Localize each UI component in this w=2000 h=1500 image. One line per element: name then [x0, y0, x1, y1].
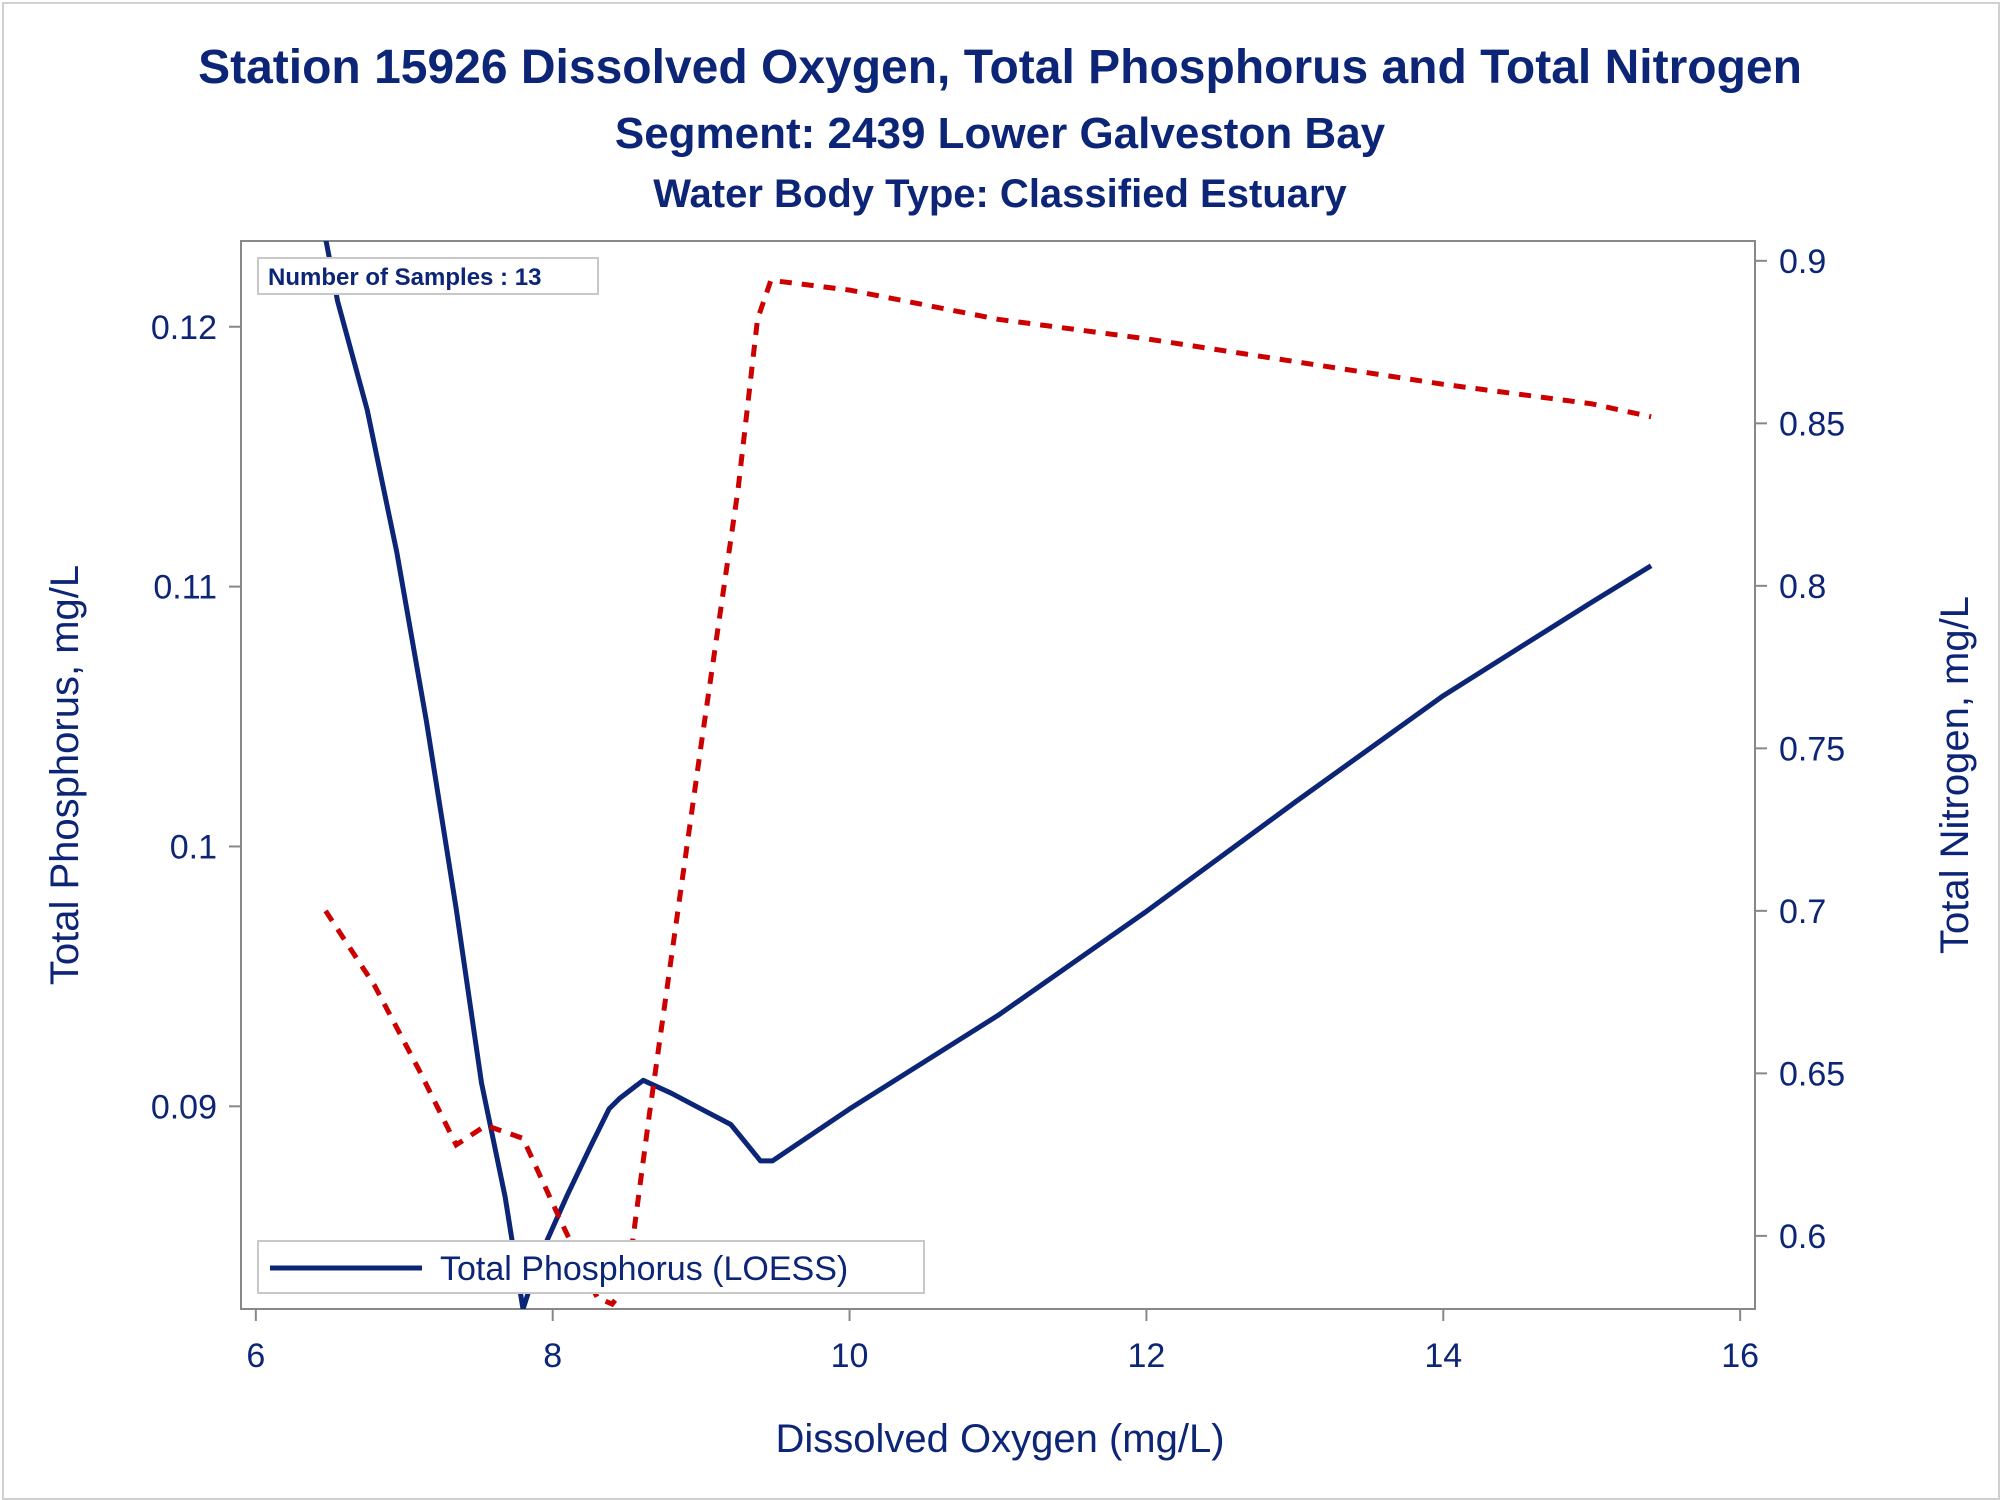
y2-tick-label: 0.65	[1779, 1055, 1845, 1093]
series-line-phosphorus	[323, 241, 1653, 1309]
y-tick-label: 0.1	[170, 828, 217, 866]
x-axis-label: Dissolved Oxygen (mg/L)	[775, 1417, 1224, 1461]
y2-tick-label: 0.6	[1779, 1218, 1826, 1256]
legend: Total Phosphorus (LOESS)	[257, 1240, 925, 1294]
x-tick-label: 12	[1128, 1337, 1166, 1375]
x-tick-label: 6	[246, 1337, 265, 1375]
y2-tick-label: 0.8	[1779, 568, 1826, 606]
chart-subtitle-waterbody: Water Body Type: Classified Estuary	[653, 172, 1347, 216]
chart-subtitle-segment: Segment: 2439 Lower Galveston Bay	[615, 109, 1386, 158]
y-axis-right: 0.6 0.65 0.7 0.75 0.8 0.85 0.9	[1755, 243, 1845, 1256]
x-tick-label: 10	[831, 1337, 869, 1375]
y-axis-left: 0.09 0.1 0.11 0.12	[151, 309, 241, 1126]
x-tick-label: 8	[543, 1337, 562, 1375]
chart-title: Station 15926 Dissolved Oxygen, Total Ph…	[198, 41, 1802, 94]
plot-area	[240, 240, 1756, 1310]
samples-inset: Number of Samples : 13	[257, 257, 599, 295]
y-axis-label: Total Phosphorus, mg/L	[43, 565, 87, 985]
y-tick-label: 0.11	[153, 569, 217, 607]
y2-tick-label: 0.7	[1779, 893, 1826, 931]
y-tick-label: 0.09	[151, 1088, 217, 1126]
series-lines	[323, 241, 1653, 1309]
samples-inset-label: Number of Samples : 13	[268, 264, 541, 291]
samples-inset-box	[257, 257, 599, 295]
y-tick-label: 0.12	[151, 309, 217, 347]
x-tick-label: 16	[1721, 1337, 1759, 1375]
series-line-nitrogen	[323, 277, 1652, 1308]
y2-tick-label: 0.75	[1779, 730, 1845, 768]
y2-tick-label: 0.85	[1779, 405, 1845, 443]
y2-tick-label: 0.9	[1779, 243, 1826, 281]
legend-entry-phosphorus: Total Phosphorus (LOESS)	[440, 1250, 848, 1288]
x-axis: 6 8 10 12 14 16	[246, 1309, 1759, 1375]
x-tick-label: 14	[1424, 1337, 1462, 1375]
y2-axis-label: Total Nitrogen, mg/L	[1933, 596, 1977, 954]
